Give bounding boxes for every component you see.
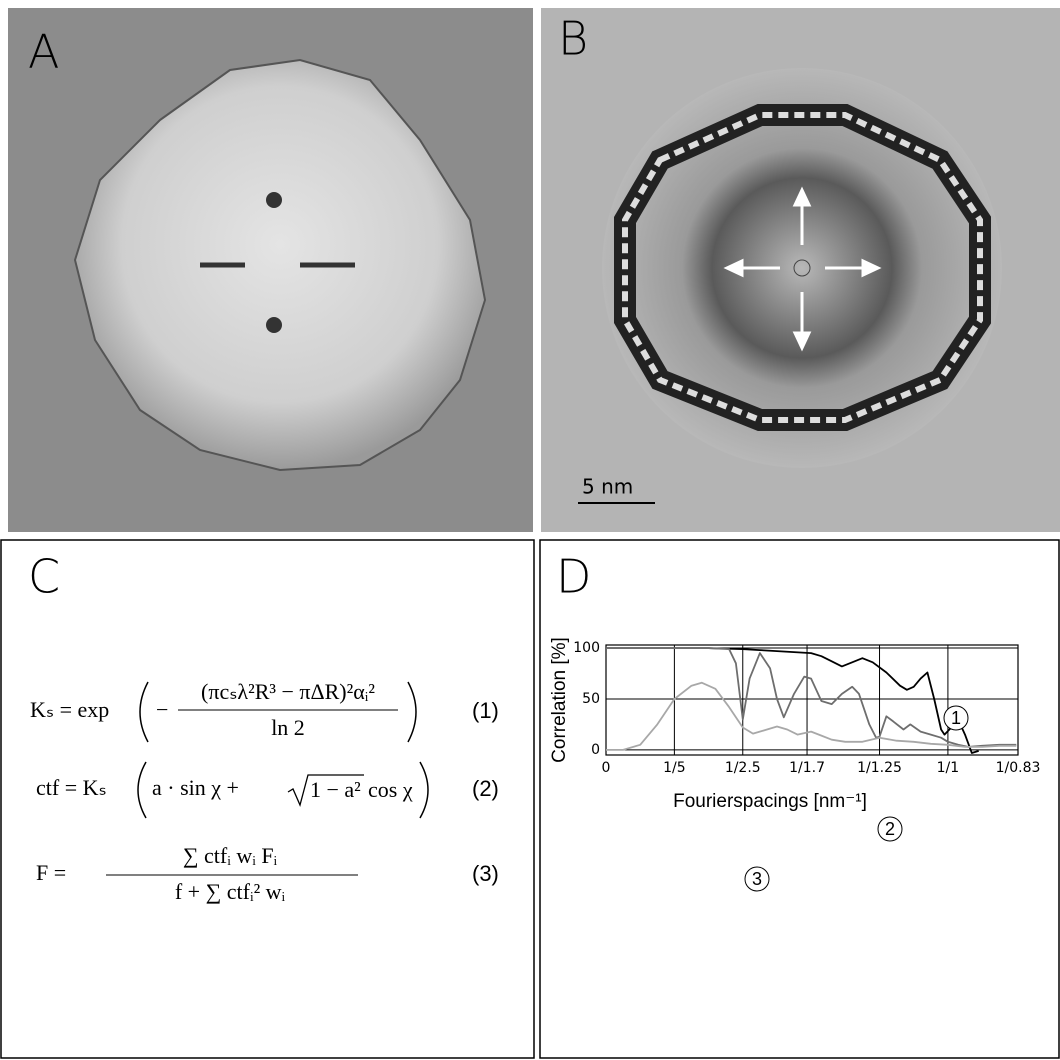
panel-label: C [28, 550, 60, 604]
x-tick-label: 1/1 [937, 760, 960, 776]
panel-label: B [558, 12, 588, 66]
panel-label: D [556, 550, 591, 604]
x-tick-label: 1/5 [663, 760, 686, 776]
x-tick-label: 1/1.7 [789, 760, 825, 776]
y-tick-label: 100 [573, 640, 600, 656]
figure: A 5 nm B C Kₛ = exp − (πcₛλ²R³ − πΔR)²αᵢ… [0, 0, 1060, 1060]
eq-number: (1) [472, 698, 499, 723]
eq-root: 1 − a² [310, 777, 361, 802]
eq-tail: cos χ [368, 777, 413, 802]
y-tick-label: 0 [591, 742, 600, 758]
scale-bar-label: 5 nm [582, 475, 633, 499]
pore [266, 192, 282, 208]
panel-label: A [28, 25, 59, 79]
eq-lhs: Kₛ = exp [30, 697, 109, 722]
eq-numerator: (πcₛλ²R³ − πΔR)²αᵢ² [201, 679, 375, 704]
eq-lhs: F = [36, 860, 66, 885]
x-tick-label: 0 [602, 760, 611, 776]
eq-numerator: ∑ ctfᵢ wᵢ Fᵢ [183, 843, 278, 868]
annotation: 2 [885, 819, 895, 839]
y-tick-label: 50 [582, 691, 600, 707]
eq-number: (2) [472, 776, 499, 801]
eq-minus: − [156, 697, 168, 722]
eq-denominator: f + ∑ ctfᵢ² wᵢ [175, 879, 286, 904]
x-tick-label: 1/1.25 [857, 760, 902, 776]
section-density [602, 68, 1002, 468]
x-tick-label: 1/0.83 [996, 760, 1041, 776]
y-axis-title: Correlation [%] [549, 637, 570, 763]
eq-denominator: ln 2 [271, 715, 305, 740]
eq-number: (3) [472, 861, 499, 886]
eq-body: a · sin χ + [152, 775, 239, 800]
x-tick-label: 1/2.5 [725, 760, 761, 776]
x-axis-title: Fourierspacings [nm⁻¹] [673, 791, 867, 812]
annotation: 1 [951, 708, 961, 728]
pore [266, 317, 282, 333]
annotation: 3 [752, 869, 762, 889]
eq-lhs: ctf = Kₛ [36, 775, 107, 800]
